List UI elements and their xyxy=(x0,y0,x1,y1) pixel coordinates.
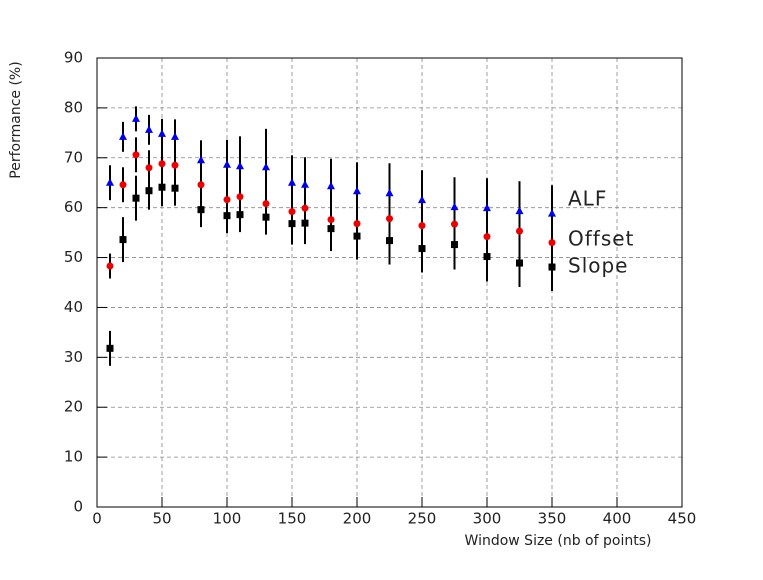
point xyxy=(288,178,296,186)
point xyxy=(327,181,335,190)
y-tick-label: 30 xyxy=(64,348,83,366)
point xyxy=(119,132,127,140)
point xyxy=(132,151,140,159)
point xyxy=(262,162,270,171)
point xyxy=(119,236,127,244)
x-tick-label: 200 xyxy=(343,510,372,528)
point xyxy=(288,208,296,216)
point xyxy=(262,213,270,221)
y-tick-label: 80 xyxy=(64,98,83,116)
x-tick-label: 50 xyxy=(152,510,171,528)
point xyxy=(548,239,556,247)
y-tick-label: 50 xyxy=(64,248,83,266)
point xyxy=(223,212,231,220)
point xyxy=(353,232,361,240)
point xyxy=(106,178,114,186)
point xyxy=(145,187,153,195)
y-tick-label: 20 xyxy=(64,398,83,416)
point xyxy=(132,114,140,122)
point xyxy=(548,209,556,217)
point xyxy=(158,183,166,191)
point xyxy=(301,219,309,227)
point xyxy=(451,220,458,228)
y-tick-label: 90 xyxy=(64,49,83,67)
point xyxy=(197,206,205,214)
legend-label: Offset xyxy=(568,227,634,251)
point xyxy=(353,186,361,195)
point xyxy=(145,164,153,172)
y-tick-label: 10 xyxy=(64,448,83,466)
point xyxy=(223,196,231,204)
y-tick-label: 70 xyxy=(64,148,83,166)
point xyxy=(516,227,523,235)
point xyxy=(515,206,524,215)
point xyxy=(450,202,459,211)
point xyxy=(145,125,153,133)
legend-label: Slope xyxy=(568,254,629,278)
point xyxy=(288,220,296,228)
x-tick-label: 150 xyxy=(278,510,307,528)
point xyxy=(353,220,361,228)
point xyxy=(301,180,309,188)
point xyxy=(171,184,179,192)
y-tick-label: 0 xyxy=(73,498,83,516)
point xyxy=(516,259,523,267)
point xyxy=(262,200,270,208)
point xyxy=(171,161,179,169)
point xyxy=(327,216,335,224)
point xyxy=(451,241,458,249)
point xyxy=(386,237,393,245)
x-tick-label: 300 xyxy=(473,510,502,528)
point xyxy=(106,262,114,270)
point xyxy=(418,245,426,253)
point xyxy=(386,215,393,223)
point xyxy=(548,263,556,271)
point xyxy=(483,233,491,241)
x-tick-label: 250 xyxy=(408,510,437,528)
point xyxy=(418,195,426,204)
point xyxy=(158,129,166,137)
x-tick-label: 0 xyxy=(92,510,102,528)
x-tick-label: 100 xyxy=(213,510,242,528)
point xyxy=(483,203,491,212)
point xyxy=(301,204,309,212)
point xyxy=(106,344,114,352)
point xyxy=(236,193,244,201)
point xyxy=(236,211,244,219)
x-tick-label: 400 xyxy=(603,510,632,528)
point xyxy=(327,225,335,233)
x-tick-label: 350 xyxy=(538,510,567,528)
x-axis-label: Window Size (nb of points) xyxy=(465,533,652,549)
point xyxy=(236,161,244,170)
point xyxy=(418,222,426,230)
point xyxy=(197,155,205,164)
point xyxy=(171,132,179,140)
point xyxy=(223,160,231,168)
point xyxy=(385,188,394,197)
point xyxy=(197,181,205,189)
x-tick-label: 450 xyxy=(668,510,697,528)
point xyxy=(119,181,127,189)
point xyxy=(158,160,166,168)
plot-frame xyxy=(96,57,683,508)
legend-label: ALF xyxy=(568,187,607,211)
point xyxy=(132,194,140,202)
y-axis-label: Performance (%) xyxy=(8,61,24,178)
y-tick-label: 40 xyxy=(64,298,83,316)
y-tick-label: 60 xyxy=(64,198,83,216)
point xyxy=(483,253,491,261)
